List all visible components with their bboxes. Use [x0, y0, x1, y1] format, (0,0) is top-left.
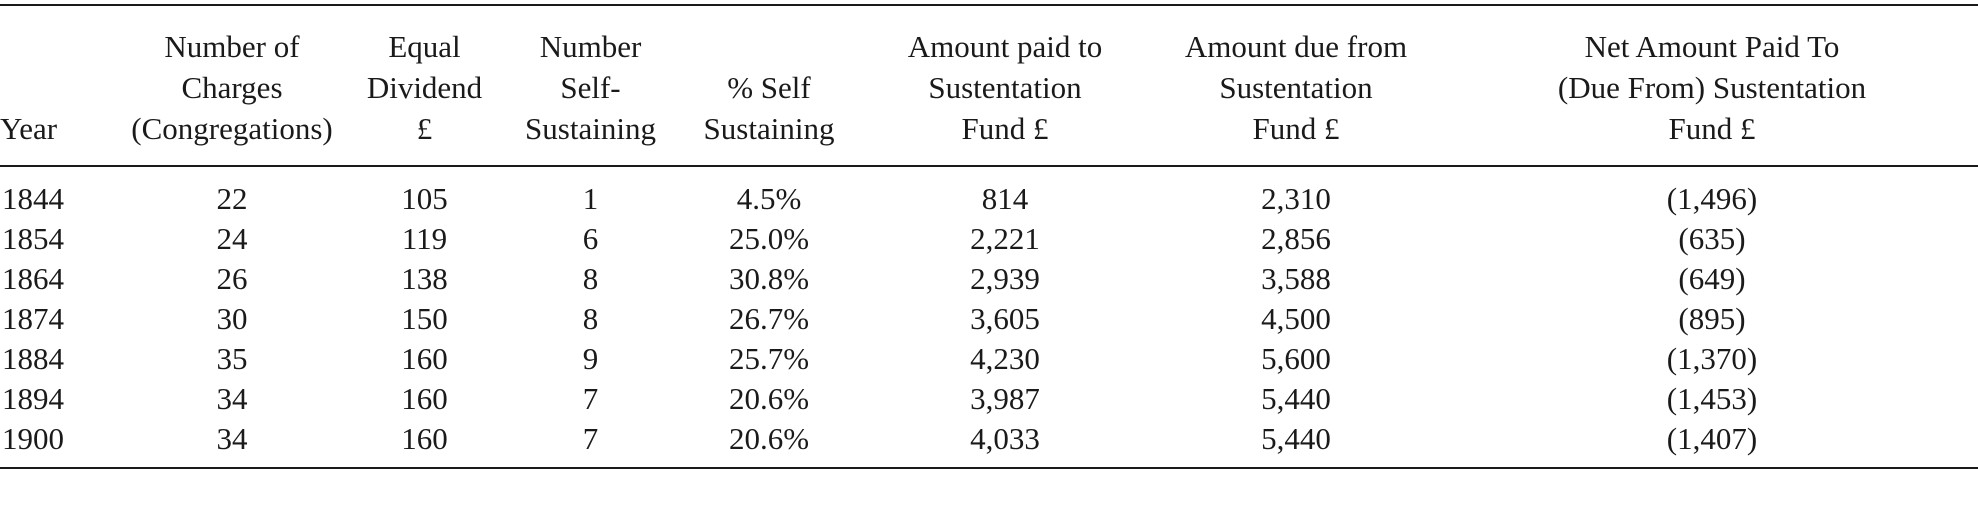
cell-amount-due: 4,500 [1261, 301, 1331, 336]
header-number-self-sustaining: Number Self- Sustaining [507, 5, 674, 167]
cell-amount-paid: 2,221 [970, 221, 1040, 256]
cell-charges: 26 [216, 261, 248, 296]
cell-net-amount: (1,370) [1666, 341, 1758, 376]
cell-self-sustaining: 1 [582, 181, 599, 216]
cell-amount-paid: 814 [981, 181, 1029, 216]
cell-year: 1900 [2, 421, 64, 456]
sustentation-fund-table: Year Number of Charges (Congregations) E… [0, 4, 1978, 469]
table-row: 1844 22 105 1 4.5% 814 2,310 (1,496) [0, 166, 1978, 219]
header-amount-due: Amount due from Sustentation Fund £ [1146, 5, 1446, 167]
table-row: 1900 34 160 7 20.6% 4,033 5,440 (1,407) [0, 419, 1978, 468]
cell-year: 1894 [2, 381, 64, 416]
header-year: Year [0, 5, 122, 167]
cell-self-sustaining: 9 [582, 341, 599, 376]
cell-percent: 25.7% [728, 341, 810, 376]
cell-charges: 22 [216, 181, 248, 216]
cell-percent: 20.6% [728, 381, 810, 416]
cell-percent: 30.8% [728, 261, 810, 296]
cell-amount-due: 5,600 [1261, 341, 1331, 376]
table-row: 1874 30 150 8 26.7% 3,605 4,500 (895) [0, 299, 1978, 339]
cell-percent: 4.5% [736, 181, 802, 216]
header-row: Year Number of Charges (Congregations) E… [0, 5, 1978, 167]
cell-net-amount: (1,453) [1666, 381, 1758, 416]
header-number-of-charges: Number of Charges (Congregations) [122, 5, 342, 167]
header-amount-paid: Amount paid to Sustentation Fund £ [864, 5, 1146, 167]
cell-self-sustaining: 6 [582, 221, 599, 256]
cell-dividend: 160 [401, 341, 448, 376]
cell-year: 1884 [2, 341, 64, 376]
cell-self-sustaining: 7 [582, 381, 599, 416]
cell-self-sustaining: 8 [582, 301, 599, 336]
header-percent-self-sustaining: % Self Sustaining [674, 5, 864, 167]
cell-year: 1874 [2, 301, 64, 336]
cell-charges: 34 [216, 381, 248, 416]
table-row: 1884 35 160 9 25.7% 4,230 5,600 (1,370) [0, 339, 1978, 379]
header-equal-dividend: Equal Dividend £ [342, 5, 507, 167]
cell-dividend: 150 [401, 301, 448, 336]
cell-percent: 26.7% [728, 301, 810, 336]
cell-dividend: 105 [401, 181, 448, 216]
table-row: 1854 24 119 6 25.0% 2,221 2,856 (635) [0, 219, 1978, 259]
cell-amount-paid: 2,939 [970, 261, 1040, 296]
cell-dividend: 119 [401, 221, 448, 256]
cell-amount-paid: 4,230 [970, 341, 1040, 376]
cell-charges: 35 [216, 341, 248, 376]
cell-net-amount: (1,496) [1666, 181, 1758, 216]
cell-amount-paid: 3,987 [970, 381, 1040, 416]
cell-net-amount: (895) [1678, 301, 1746, 336]
cell-dividend: 160 [401, 421, 448, 456]
cell-amount-due: 5,440 [1261, 421, 1331, 456]
cell-amount-due: 2,310 [1261, 181, 1331, 216]
cell-year: 1854 [2, 221, 64, 256]
cell-net-amount: (649) [1678, 261, 1746, 296]
cell-percent: 20.6% [728, 421, 810, 456]
header-net-amount: Net Amount Paid To (Due From) Sustentati… [1446, 5, 1978, 167]
cell-charges: 30 [216, 301, 248, 336]
table-row: 1864 26 138 8 30.8% 2,939 3,588 (649) [0, 259, 1978, 299]
cell-self-sustaining: 8 [582, 261, 599, 296]
cell-percent: 25.0% [728, 221, 810, 256]
cell-charges: 34 [216, 421, 248, 456]
table-row: 1894 34 160 7 20.6% 3,987 5,440 (1,453) [0, 379, 1978, 419]
cell-amount-due: 5,440 [1261, 381, 1331, 416]
cell-dividend: 160 [401, 381, 448, 416]
cell-amount-due: 2,856 [1261, 221, 1331, 256]
cell-year: 1844 [2, 181, 64, 216]
cell-amount-due: 3,588 [1261, 261, 1331, 296]
cell-dividend: 138 [401, 261, 448, 296]
cell-net-amount: (635) [1678, 221, 1746, 256]
cell-self-sustaining: 7 [582, 421, 599, 456]
cell-amount-paid: 4,033 [970, 421, 1040, 456]
cell-year: 1864 [2, 261, 64, 296]
cell-amount-paid: 3,605 [970, 301, 1040, 336]
cell-net-amount: (1,407) [1666, 421, 1758, 456]
cell-charges: 24 [216, 221, 248, 256]
